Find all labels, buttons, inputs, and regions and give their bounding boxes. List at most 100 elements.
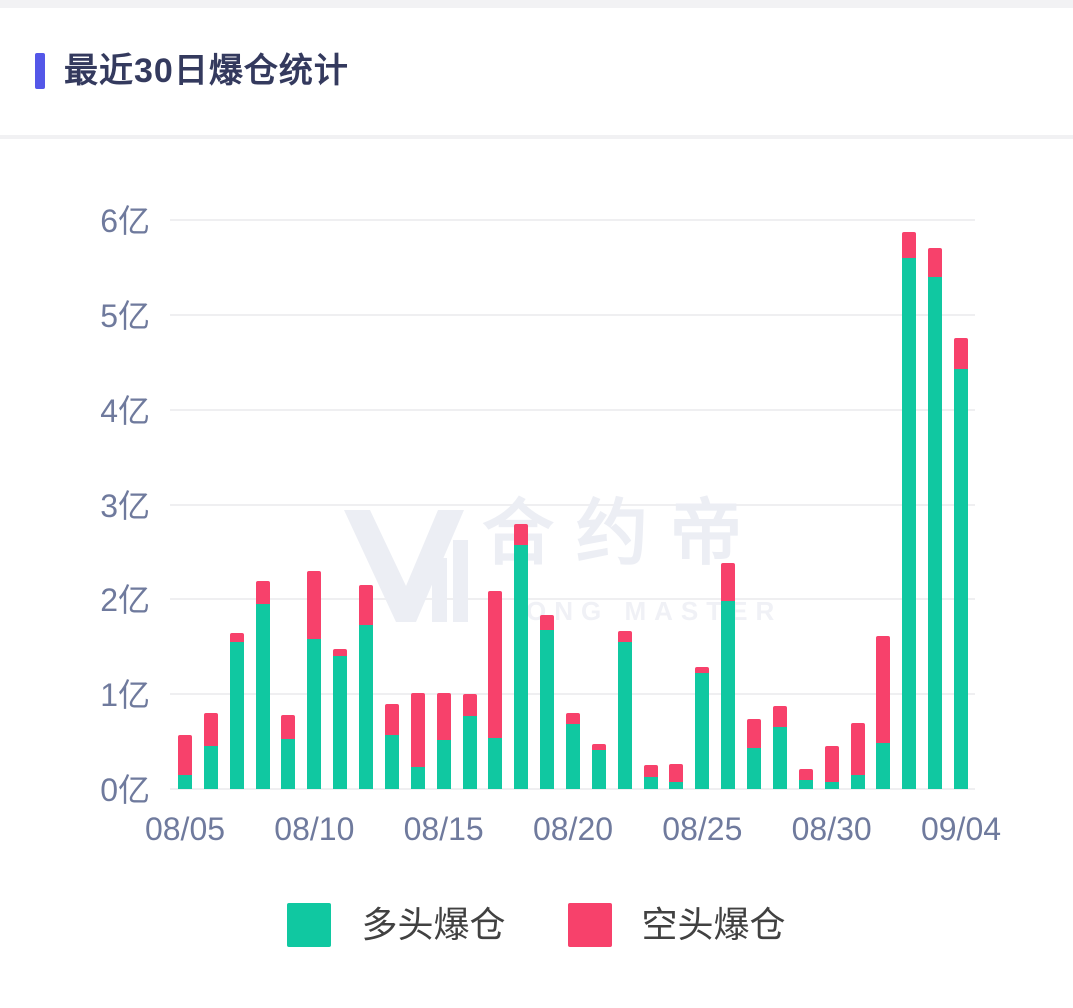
long-liquidation-segment[interactable] [721,601,736,789]
long-liquidation-segment[interactable] [514,545,529,789]
bar-08-28[interactable] [772,706,787,789]
short-liquidation-segment[interactable] [747,718,762,749]
bar-08-09[interactable] [281,715,296,789]
bar-09-04[interactable] [954,337,968,789]
long-liquidation-segment[interactable] [540,629,555,789]
long-liquidation-segment[interactable] [255,604,270,789]
bar-08-12[interactable] [359,585,374,789]
legend-item-long[interactable]: 多头爆仓 [287,903,506,947]
long-liquidation-segment[interactable] [410,767,425,789]
bar-08-17[interactable] [488,590,503,789]
bar-08-24[interactable] [669,764,684,789]
short-liquidation-segment[interactable] [359,585,374,625]
bar-08-31[interactable] [850,722,865,789]
long-liquidation-segment[interactable] [566,723,580,789]
bar-08-15[interactable] [436,693,451,789]
long-liquidation-segment[interactable] [617,642,632,789]
long-liquidation-segment[interactable] [591,750,606,789]
short-liquidation-segment[interactable] [591,744,606,751]
gridline-5 [170,313,975,316]
short-liquidation-segment[interactable] [902,232,917,258]
short-liquidation-segment[interactable] [333,648,348,657]
short-liquidation-segment[interactable] [462,694,477,716]
bar-08-06[interactable] [203,713,218,789]
short-liquidation-segment[interactable] [178,734,192,775]
short-liquidation-segment[interactable] [384,703,399,735]
short-liquidation-segment[interactable] [255,581,270,605]
long-liquidation-segment[interactable] [798,779,813,789]
bar-08-20[interactable] [566,713,580,789]
legend-item-short[interactable]: 空头爆仓 [567,903,786,947]
bar-08-16[interactable] [462,694,477,789]
bar-09-02[interactable] [902,232,917,789]
long-liquidation-segment[interactable] [772,727,787,789]
long-liquidation-segment[interactable] [462,715,477,789]
bar-08-23[interactable] [643,765,658,789]
long-liquidation-segment[interactable] [902,257,917,789]
short-liquidation-segment[interactable] [617,630,632,642]
bar-08-08[interactable] [255,581,270,789]
bar-08-18[interactable] [514,524,529,789]
short-liquidation-segment[interactable] [410,693,425,768]
long-liquidation-segment[interactable] [229,641,244,789]
short-liquidation-segment[interactable] [928,248,943,277]
short-liquidation-segment[interactable] [566,713,580,724]
short-liquidation-segment[interactable] [229,632,244,642]
bar-08-07[interactable] [229,632,244,789]
legend-swatch [567,903,612,947]
short-liquidation-segment[interactable] [721,563,736,602]
long-liquidation-segment[interactable] [307,639,322,789]
bar-08-11[interactable] [333,648,348,789]
bar-08-26[interactable] [721,563,736,789]
bar-08-05[interactable] [178,734,192,789]
long-liquidation-segment[interactable] [876,743,891,789]
bar-08-29[interactable] [798,769,813,789]
long-liquidation-segment[interactable] [850,774,865,789]
long-liquidation-segment[interactable] [954,368,968,789]
short-liquidation-segment[interactable] [488,590,503,738]
short-liquidation-segment[interactable] [954,337,968,369]
bar-08-14[interactable] [410,693,425,789]
bar-09-03[interactable] [928,248,943,789]
long-liquidation-segment[interactable] [488,737,503,789]
bar-08-27[interactable] [747,718,762,789]
x-axis-tick-label: 08/25 [662,811,743,847]
short-liquidation-segment[interactable] [824,746,839,783]
long-liquidation-segment[interactable] [824,782,839,789]
short-liquidation-segment[interactable] [669,764,684,783]
short-liquidation-segment[interactable] [772,706,787,728]
short-liquidation-segment[interactable] [514,524,529,546]
short-liquidation-segment[interactable] [436,693,451,740]
long-liquidation-segment[interactable] [178,774,192,789]
short-liquidation-segment[interactable] [695,666,710,674]
long-liquidation-segment[interactable] [436,739,451,789]
bar-08-10[interactable] [307,570,322,789]
bar-09-01[interactable] [876,636,891,789]
y-axis-tick-label: 0亿 [100,772,150,808]
bar-08-22[interactable] [617,630,632,789]
bar-08-25[interactable] [695,666,710,789]
short-liquidation-segment[interactable] [798,769,813,780]
long-liquidation-segment[interactable] [928,276,943,789]
short-liquidation-segment[interactable] [850,722,865,775]
long-liquidation-segment[interactable] [669,782,684,789]
long-liquidation-segment[interactable] [281,738,296,789]
long-liquidation-segment[interactable] [695,673,710,789]
bar-08-30[interactable] [824,746,839,789]
short-liquidation-segment[interactable] [281,715,296,739]
short-liquidation-segment[interactable] [643,765,658,777]
page-title: 最近30日爆仓统计 [64,52,349,90]
long-liquidation-segment[interactable] [384,734,399,789]
long-liquidation-segment[interactable] [643,776,658,789]
bar-08-21[interactable] [591,744,606,789]
short-liquidation-segment[interactable] [203,713,218,747]
short-liquidation-segment[interactable] [307,570,322,640]
long-liquidation-segment[interactable] [333,656,348,789]
long-liquidation-segment[interactable] [747,748,762,789]
short-liquidation-segment[interactable] [540,615,555,630]
bar-08-13[interactable] [384,703,399,789]
short-liquidation-segment[interactable] [876,636,891,744]
long-liquidation-segment[interactable] [203,746,218,789]
bar-08-19[interactable] [540,615,555,789]
long-liquidation-segment[interactable] [359,624,374,789]
